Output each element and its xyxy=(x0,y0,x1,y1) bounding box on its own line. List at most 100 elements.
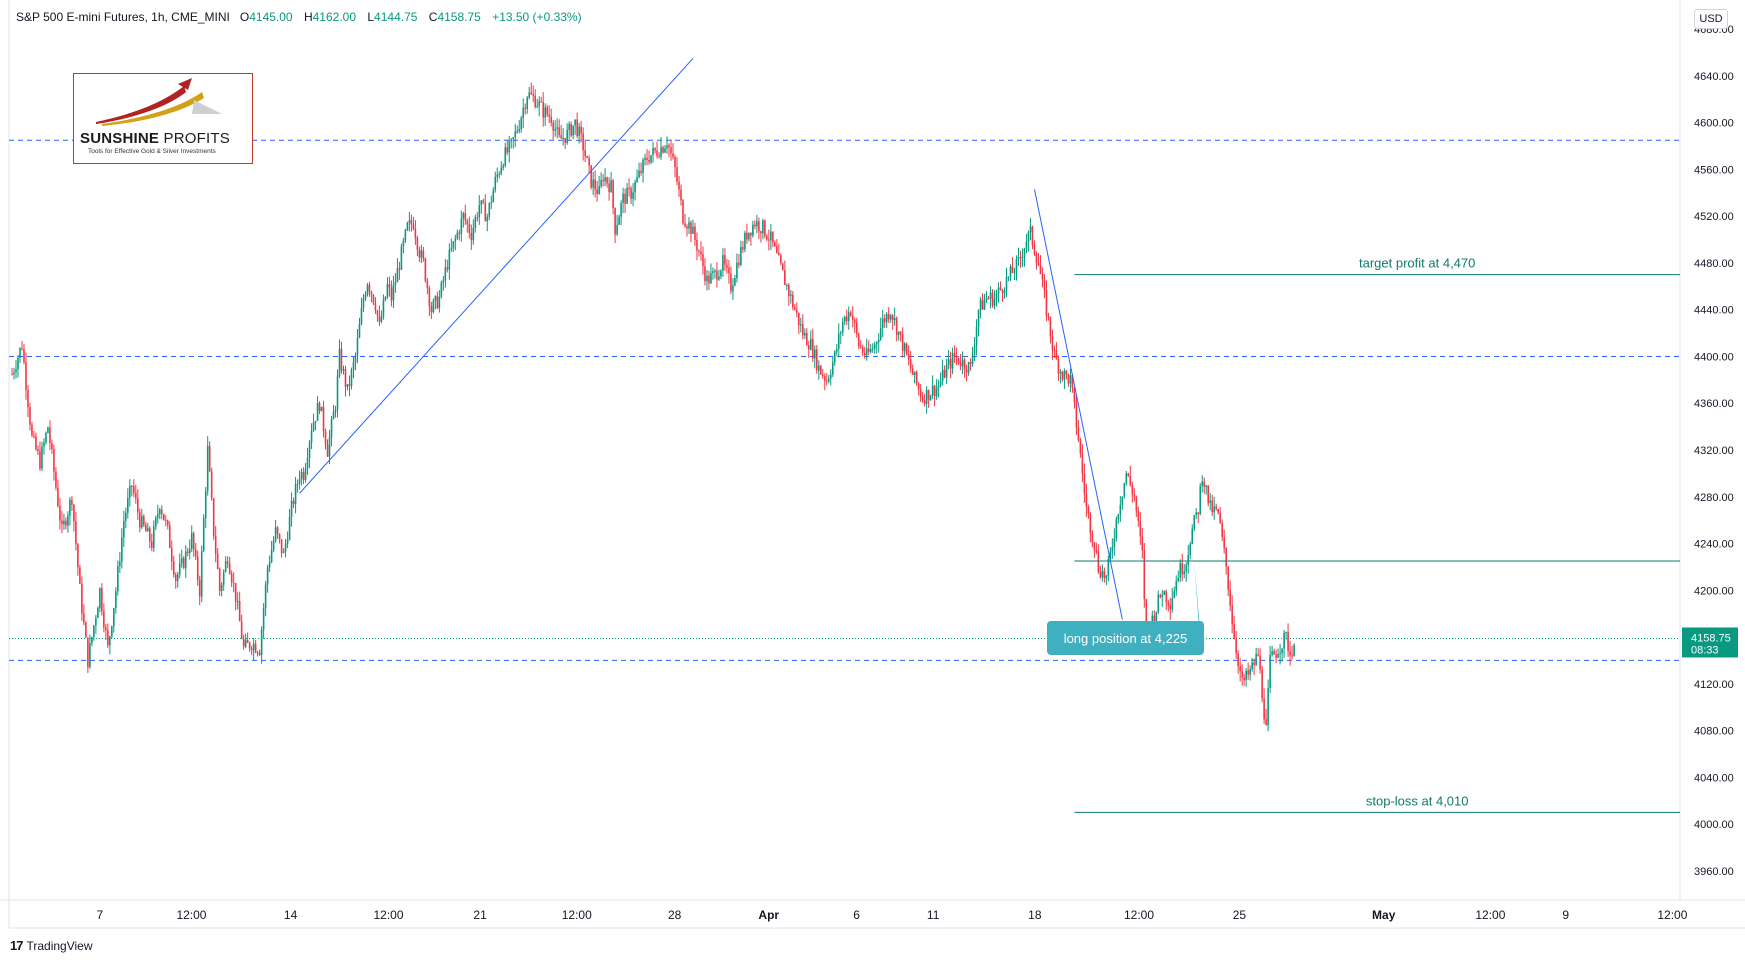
candle-body xyxy=(224,561,227,572)
candle-body xyxy=(1231,605,1233,625)
candle-body xyxy=(566,129,568,143)
candle-body xyxy=(929,395,932,401)
candle-body xyxy=(558,127,560,136)
candle-body xyxy=(528,92,531,98)
candle-body xyxy=(610,180,612,193)
x-tick-label: 12:00 xyxy=(1657,908,1687,922)
candle-body xyxy=(430,306,433,313)
candle-body xyxy=(1025,241,1028,249)
candle-body xyxy=(1191,528,1194,544)
candle-body xyxy=(1027,232,1030,242)
candle-body xyxy=(502,165,505,168)
y-tick-label: 4640.00 xyxy=(1694,71,1734,83)
candle-body xyxy=(813,349,816,359)
x-tick-label: 21 xyxy=(473,908,487,922)
change-value: +13.50 (+0.33%) xyxy=(492,10,582,24)
candle-body xyxy=(847,312,850,322)
candle-body xyxy=(899,331,902,334)
candle-body xyxy=(1167,602,1170,606)
x-tick-label: 18 xyxy=(1028,908,1042,922)
candle-body xyxy=(728,267,730,274)
candle-body xyxy=(300,471,303,479)
time-axis[interactable]: 7 12:00 14 12:00 21 12:00 28 Apr 6 11 18 12:00 25 May… xyxy=(97,908,1688,922)
candle-body xyxy=(570,123,572,136)
candle-body xyxy=(582,133,584,151)
candle-body xyxy=(1067,374,1070,384)
candle-body xyxy=(1175,581,1178,591)
candle-body xyxy=(544,107,546,118)
candle-body xyxy=(1007,276,1010,278)
candle-body xyxy=(242,638,245,647)
candle-body xyxy=(1029,226,1032,233)
candle-body xyxy=(1013,272,1016,274)
candle-body xyxy=(1223,536,1225,549)
candle-body xyxy=(462,213,465,219)
candle-body xyxy=(542,101,545,118)
candle-body xyxy=(470,232,473,241)
candle-body xyxy=(897,331,900,336)
candle-body xyxy=(963,359,966,370)
candle-body xyxy=(446,267,449,270)
candle-body xyxy=(578,126,580,136)
candle-body xyxy=(648,159,650,163)
candle-body xyxy=(240,621,243,639)
candle-body xyxy=(260,629,263,656)
candle-body xyxy=(348,384,351,386)
candle-body xyxy=(342,369,345,371)
candle-body xyxy=(520,117,523,130)
y-tick-label: 4320.00 xyxy=(1694,445,1734,457)
tradingview-logo-icon: 17 xyxy=(10,938,24,953)
candle-body xyxy=(1107,558,1110,576)
candle-body xyxy=(1069,375,1072,384)
candle-body xyxy=(760,231,762,234)
candle-body xyxy=(1115,518,1118,539)
candle-body xyxy=(1189,543,1192,555)
candle-body xyxy=(808,345,810,350)
candle-body xyxy=(268,562,271,568)
candle-body xyxy=(464,213,467,221)
candle-body xyxy=(115,591,117,609)
candle-body xyxy=(1143,550,1146,600)
sunshine-profits-logo: SUNSHINE PROFITS Tools for Effective Gol… xyxy=(73,73,253,164)
candle-body xyxy=(1157,594,1160,612)
candle-body xyxy=(460,218,463,234)
candle-body xyxy=(322,406,325,432)
candle-body xyxy=(1261,669,1263,699)
candle-body xyxy=(212,498,215,537)
candle-body xyxy=(394,282,397,286)
currency-button[interactable]: USD xyxy=(1694,9,1728,29)
candle-body xyxy=(636,177,638,182)
candle-body xyxy=(298,478,301,484)
price-axis[interactable]: 3960.004000.004040.004080.004120.004160.… xyxy=(1694,24,1734,878)
candle-body xyxy=(644,157,646,160)
y-tick-label: 4120.00 xyxy=(1694,679,1734,691)
candle-body xyxy=(829,374,832,379)
candle-body xyxy=(162,513,165,520)
candle-body xyxy=(606,177,608,184)
candle-body xyxy=(1019,256,1022,258)
candle-body xyxy=(548,114,550,117)
candle-body xyxy=(406,223,409,230)
candle-body xyxy=(178,563,181,575)
low-label: L xyxy=(367,10,375,24)
stop-loss-label: stop-loss at 4,010 xyxy=(1366,793,1469,808)
candle-body xyxy=(1271,651,1273,655)
candle-body xyxy=(895,317,898,336)
candle-body xyxy=(742,246,744,250)
candle-body xyxy=(1091,533,1094,543)
candle-body xyxy=(638,170,640,178)
candle-body xyxy=(143,515,145,526)
candle-body xyxy=(1291,655,1293,657)
tradingview-footer[interactable]: 17 TradingView xyxy=(10,938,93,953)
candle-body xyxy=(398,268,401,270)
candle-body xyxy=(632,192,634,199)
candle-body xyxy=(1173,590,1176,599)
candle-body xyxy=(588,157,590,166)
candle-body xyxy=(754,224,756,227)
candle-body xyxy=(913,371,916,375)
candle-body xyxy=(190,532,193,550)
candle-body xyxy=(216,553,219,569)
candle-body xyxy=(280,539,283,553)
candle-body xyxy=(210,471,213,499)
